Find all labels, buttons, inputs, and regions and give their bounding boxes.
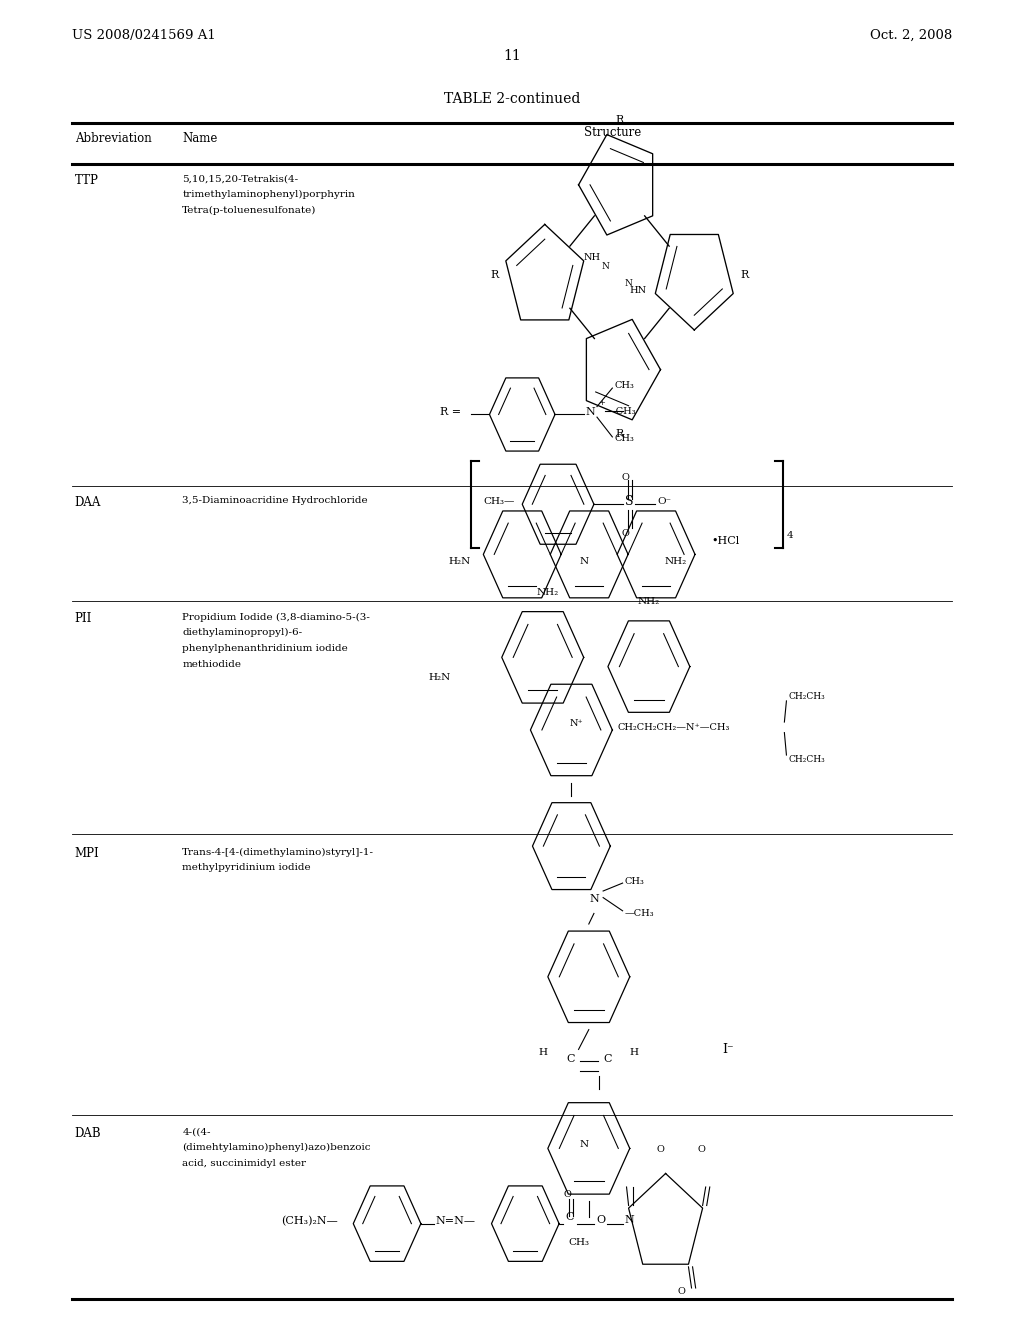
Text: O: O [656, 1144, 665, 1154]
Text: 4: 4 [786, 532, 793, 540]
Text: C: C [603, 1053, 611, 1064]
Text: N: N [586, 407, 596, 417]
Text: MPI: MPI [75, 847, 99, 861]
Text: DAB: DAB [75, 1127, 101, 1140]
Text: S: S [625, 495, 633, 508]
Text: O: O [563, 1191, 571, 1199]
Text: N: N [580, 1140, 588, 1148]
Text: Structure: Structure [584, 125, 641, 139]
Text: 11: 11 [503, 49, 521, 63]
Text: C: C [566, 1053, 574, 1064]
Text: H₂N: H₂N [449, 557, 471, 565]
Text: +: + [598, 399, 605, 407]
Text: phenylphenanthridinium iodide: phenylphenanthridinium iodide [182, 644, 348, 653]
Text: O: O [596, 1214, 605, 1225]
Text: (CH₃)₂N—: (CH₃)₂N— [282, 1216, 338, 1226]
Text: TTP: TTP [75, 174, 98, 187]
Text: (dimehtylamino)phenyl)azo)benzoic: (dimehtylamino)phenyl)azo)benzoic [182, 1143, 371, 1152]
Text: trimethylaminophenyl)porphyrin: trimethylaminophenyl)porphyrin [182, 190, 355, 199]
Text: R: R [490, 269, 499, 280]
Text: NH₂: NH₂ [665, 557, 686, 565]
Text: N: N [601, 263, 609, 271]
Text: NH: NH [584, 253, 601, 261]
Text: •HCl: •HCl [712, 536, 740, 546]
Text: PII: PII [75, 612, 92, 626]
Text: C: C [565, 1212, 573, 1222]
Text: CH₃: CH₃ [625, 878, 644, 886]
Text: R =: R = [440, 407, 462, 417]
Text: Oct. 2, 2008: Oct. 2, 2008 [870, 29, 952, 42]
Text: methiodide: methiodide [182, 660, 242, 669]
Text: O⁻: O⁻ [657, 498, 672, 506]
Text: Trans-4-[4-(dimethylamino)styryl]-1-: Trans-4-[4-(dimethylamino)styryl]-1- [182, 847, 375, 857]
Text: N: N [625, 280, 633, 288]
Text: O: O [697, 1144, 706, 1154]
Text: N: N [625, 1214, 635, 1225]
Text: H₂N: H₂N [428, 673, 451, 681]
Text: 5,10,15,20-Tetrakis(4-: 5,10,15,20-Tetrakis(4- [182, 174, 298, 183]
Text: R: R [615, 429, 624, 440]
Text: HN: HN [630, 286, 647, 294]
Text: CH₃: CH₃ [614, 381, 634, 389]
Text: CH₃—: CH₃— [483, 498, 515, 506]
Text: CH₂CH₂CH₂—N⁺—CH₃: CH₂CH₂CH₂—N⁺—CH₃ [617, 723, 730, 731]
Text: H: H [630, 1048, 639, 1056]
Text: H: H [539, 1048, 548, 1056]
Text: N⁺: N⁺ [569, 719, 584, 727]
Text: CH₃: CH₃ [614, 434, 634, 442]
Text: Tetra(p-toluenesulfonate): Tetra(p-toluenesulfonate) [182, 206, 316, 215]
Text: —CH₃: —CH₃ [606, 408, 636, 416]
Text: N: N [589, 894, 599, 904]
Text: DAA: DAA [75, 496, 101, 510]
Text: Propidium Iodide (3,8-diamino-5-(3-: Propidium Iodide (3,8-diamino-5-(3- [182, 612, 370, 622]
Text: R: R [740, 269, 749, 280]
Text: Abbreviation: Abbreviation [75, 132, 152, 145]
Text: N: N [580, 557, 589, 565]
Text: NH₂: NH₂ [638, 597, 660, 606]
Text: N=N—: N=N— [435, 1216, 475, 1226]
Text: I⁻: I⁻ [722, 1043, 733, 1056]
Text: CH₂CH₃: CH₂CH₃ [788, 693, 825, 701]
Text: —CH₃: —CH₃ [625, 909, 654, 917]
Text: O: O [677, 1287, 685, 1296]
Text: 3,5-Diaminoacridine Hydrochloride: 3,5-Diaminoacridine Hydrochloride [182, 496, 368, 506]
Text: R: R [615, 115, 624, 125]
Text: TABLE 2-continued: TABLE 2-continued [443, 92, 581, 107]
Text: 4-((4-: 4-((4- [182, 1127, 211, 1137]
Text: acid, succinimidyl ester: acid, succinimidyl ester [182, 1159, 306, 1168]
Text: methylpyridinium iodide: methylpyridinium iodide [182, 863, 311, 873]
Text: NH₂: NH₂ [537, 587, 559, 597]
Text: US 2008/0241569 A1: US 2008/0241569 A1 [72, 29, 215, 42]
Text: CH₂CH₃: CH₂CH₃ [788, 755, 825, 763]
Text: CH₃: CH₃ [568, 1238, 589, 1247]
Text: Name: Name [182, 132, 218, 145]
Text: O: O [622, 474, 630, 482]
Text: diethylaminopropyl)-6-: diethylaminopropyl)-6- [182, 628, 302, 638]
Text: O: O [622, 529, 630, 537]
